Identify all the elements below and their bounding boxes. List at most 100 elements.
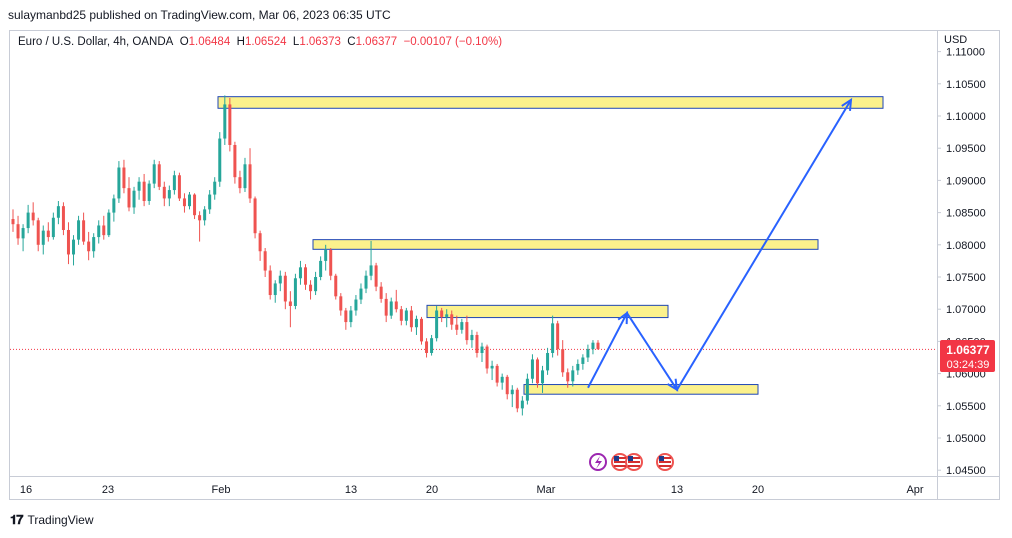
candle-body <box>581 357 585 364</box>
candle-body <box>510 389 514 395</box>
candle-body <box>551 323 555 353</box>
candle-body <box>566 372 570 382</box>
price-axis-separator <box>937 30 938 500</box>
candle-body <box>440 310 444 317</box>
us-flag-event-icon[interactable] <box>656 453 674 471</box>
brand-name: TradingView <box>27 513 94 527</box>
projection-layer <box>587 97 853 392</box>
candle-body <box>591 342 595 350</box>
candle-body <box>319 260 323 277</box>
time-tick-label: 13 <box>671 484 683 496</box>
candle-body <box>445 314 449 317</box>
candle-body <box>213 181 217 195</box>
price-tick-label: 1.10000 <box>946 111 986 123</box>
projection-arrowhead <box>667 378 679 392</box>
candle-body <box>455 324 459 330</box>
price-tick-label: 1.05000 <box>946 433 986 445</box>
candle-body <box>233 144 237 178</box>
projection-path <box>587 99 852 392</box>
candle-body <box>142 181 146 202</box>
candle-body <box>430 338 434 353</box>
price-tick-label: 1.09000 <box>946 175 986 187</box>
candle-body <box>56 206 60 218</box>
candle-body <box>293 278 297 306</box>
candle-body <box>470 334 474 341</box>
candle-body <box>228 104 232 145</box>
time-tick-label: 20 <box>752 484 764 496</box>
candle-body <box>41 230 45 245</box>
candle-body <box>304 267 307 285</box>
candle-body <box>278 275 282 284</box>
close-label: C <box>347 36 356 48</box>
price-tick-label: 1.09500 <box>946 143 986 155</box>
price-tick-label: 1.10500 <box>946 79 986 91</box>
candle-body <box>475 334 479 353</box>
candle-body <box>188 194 192 207</box>
candle-body <box>288 301 292 306</box>
candle-body <box>354 299 358 311</box>
candle-body <box>525 378 529 401</box>
candle-body <box>596 342 600 350</box>
tradingview-logo-icon: 𝟏𝟕 <box>10 512 24 527</box>
candle-body <box>107 212 111 236</box>
time-tick-label: 20 <box>426 484 438 496</box>
low-label: L <box>292 36 300 48</box>
candle-body <box>329 249 333 276</box>
price-tick-label: 1.08000 <box>946 240 986 252</box>
event-icons[interactable] <box>589 453 674 471</box>
price-tick-label: 1.07000 <box>946 304 986 316</box>
candle-body <box>137 181 141 191</box>
candle-body <box>198 215 202 221</box>
zone-layer <box>217 96 884 395</box>
candle-body <box>344 310 348 323</box>
candle-body <box>435 310 439 339</box>
price-axis[interactable]: 1.11000 1.10500 1.10000 1.09500 1.09000 1.085… <box>937 47 986 478</box>
time-tick-label: Mar <box>537 484 556 496</box>
candle-body <box>46 230 50 238</box>
candle-body <box>541 370 545 384</box>
open-value: 1.06484 <box>188 36 231 48</box>
time-tick-label: 16 <box>20 484 32 496</box>
candle-body <box>515 389 519 409</box>
candle-body <box>11 219 15 225</box>
candle-body <box>167 190 171 199</box>
candle-body <box>72 239 76 255</box>
candle-body <box>374 265 378 287</box>
candle-body <box>389 301 393 316</box>
candle-body <box>223 104 227 139</box>
time-axis[interactable]: 16 23 Feb 13 20 Mar 13 20 Apr <box>20 484 924 496</box>
candle-body <box>500 376 504 383</box>
candle-body <box>546 352 550 371</box>
us-flag-event-icon[interactable] <box>625 453 643 471</box>
supply-demand-zone <box>523 384 759 395</box>
footer-brand[interactable]: 𝟏𝟕 TradingView <box>10 512 94 528</box>
change-value: −0.00107 (−0.10%) <box>403 36 503 48</box>
candle-body <box>258 233 262 252</box>
candle-body <box>465 322 469 341</box>
candle-body <box>394 301 398 310</box>
candle-body <box>117 167 121 199</box>
open-label: O <box>179 36 189 48</box>
candle-body <box>127 188 131 208</box>
time-tick-label: 23 <box>102 484 114 496</box>
projection-arrowhead <box>617 311 629 325</box>
candle-body <box>561 349 565 373</box>
time-tick-label: 13 <box>345 484 357 496</box>
candle-body <box>172 175 176 191</box>
candle-body <box>485 346 489 369</box>
candle-body <box>208 194 212 210</box>
candle-body <box>283 275 287 302</box>
candle-body <box>132 190 136 208</box>
supply-demand-zone <box>217 96 884 109</box>
candle-body <box>379 286 383 299</box>
candle-body <box>576 363 580 371</box>
candle-body <box>530 359 534 379</box>
candle-body <box>490 365 494 369</box>
candle-body <box>36 220 40 245</box>
candle-body <box>309 284 313 292</box>
price-tick-label: 1.11000 <box>946 47 985 59</box>
flash-event-icon[interactable] <box>589 453 607 471</box>
time-tick-label: Apr <box>906 484 923 496</box>
candle-body <box>268 270 272 296</box>
